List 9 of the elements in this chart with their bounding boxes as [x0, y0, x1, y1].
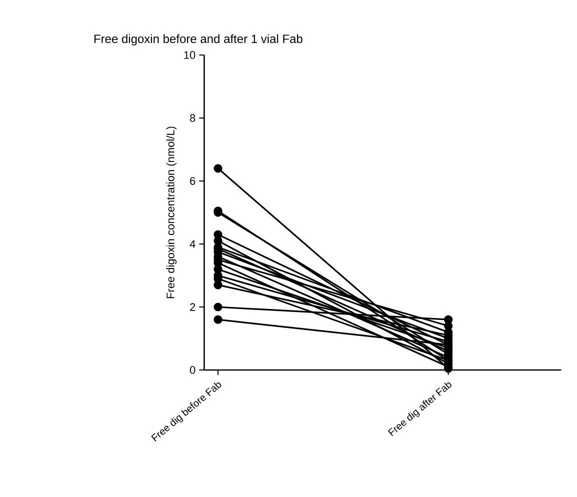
y-tick-label: 6: [190, 177, 196, 185]
y-tick-label: 2: [190, 303, 196, 311]
y-axis-title: Free digoxin concentration (nmol/L): [166, 126, 177, 298]
y-tick-label: 0: [190, 366, 196, 374]
y-tick-label: 8: [190, 114, 196, 122]
y-tick-label: 4: [190, 240, 196, 248]
chart-title: Free digoxin before and after 1 vial Fab: [94, 34, 302, 46]
x-tick-label: Free dig after Fab: [388, 382, 452, 436]
y-tick-label: 10: [184, 51, 196, 59]
